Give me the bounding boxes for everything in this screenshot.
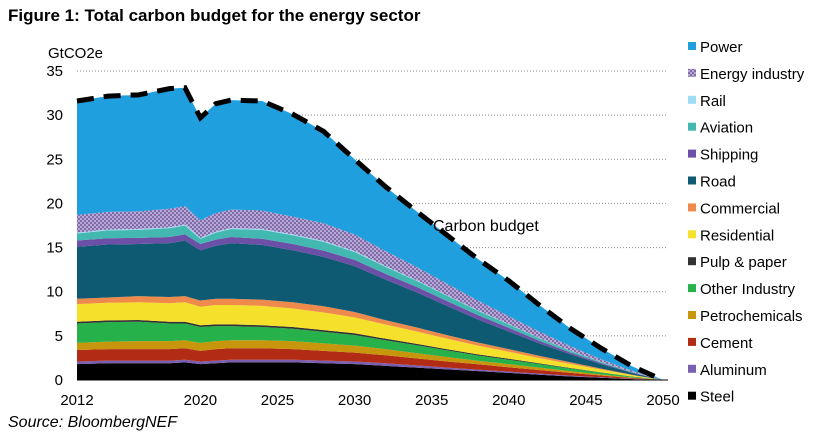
y-tick-label: 35 <box>46 63 63 80</box>
y-tick-label: 10 <box>46 284 63 301</box>
y-tick-label: 5 <box>55 328 63 345</box>
legend-swatch <box>688 176 696 185</box>
legend-item: Steel <box>688 389 734 406</box>
legend: Power Energy industry Rail Aviation Shipping… <box>688 39 805 406</box>
legend-label: Aviation <box>700 120 753 137</box>
y-tick-label: 20 <box>46 195 63 212</box>
legend-swatch <box>688 364 696 373</box>
legend-swatch <box>688 95 696 104</box>
legend-label: Steel <box>700 389 734 406</box>
legend-label: Petrochemicals <box>700 308 803 325</box>
area-petrochemicals <box>77 340 663 380</box>
area-series <box>77 87 663 380</box>
legend-swatch <box>688 230 696 239</box>
legend-item: Commercial <box>688 200 780 217</box>
source-note: Source: BloombergNEF <box>8 414 177 431</box>
legend-swatch <box>688 42 696 50</box>
legend-swatch <box>688 149 696 158</box>
legend-item: Rail <box>688 93 726 110</box>
legend-label: Other Industry <box>700 281 796 298</box>
legend-item: Power <box>688 39 743 56</box>
legend-swatch <box>688 122 696 131</box>
figure-title: Figure 1: Total carbon budget for the en… <box>8 6 421 25</box>
area-cement <box>77 348 663 380</box>
legend-item: Pulp & paper <box>688 254 787 271</box>
legend-item: Shipping <box>688 147 758 164</box>
legend-swatch <box>688 391 696 400</box>
area-other-industry <box>77 321 663 380</box>
carbon-budget-line <box>76 85 665 383</box>
legend-label: Road <box>700 174 736 191</box>
legend-label: Shipping <box>700 147 758 164</box>
area-steel <box>77 362 663 380</box>
legend-item: Cement <box>688 335 753 352</box>
x-tick-label: 2030 <box>338 392 371 409</box>
y-tick-label: 25 <box>46 151 63 168</box>
legend-label: Residential <box>700 227 774 244</box>
legend-label: Rail <box>700 93 726 110</box>
x-tick-label: 2020 <box>184 392 217 409</box>
legend-item: Aluminum <box>688 362 767 379</box>
legend-item: Other Industry <box>688 281 796 298</box>
x-tick-label: 2040 <box>492 392 525 409</box>
x-tick-label: 2050 <box>646 392 679 409</box>
legend-label: Aluminum <box>700 362 767 379</box>
area-energy-industry <box>77 206 663 380</box>
area-residential <box>77 302 663 380</box>
x-tick-label: 2045 <box>569 392 602 409</box>
legend-item: Energy industry <box>688 66 805 83</box>
legend-swatch <box>688 284 696 293</box>
legend-swatch <box>688 311 696 319</box>
x-tick-label: 2025 <box>261 392 294 409</box>
legend-swatch <box>688 337 696 346</box>
area-power <box>77 87 663 380</box>
legend-label: Commercial <box>700 200 780 217</box>
area-road <box>77 240 663 380</box>
x-tick-label: 2035 <box>415 392 448 409</box>
y-tick-label: 15 <box>46 240 63 257</box>
legend-item: Petrochemicals <box>688 308 803 325</box>
legend-label: Pulp & paper <box>700 254 787 271</box>
x-tick-label: 2012 <box>60 392 93 409</box>
y-tick-label: 0 <box>55 372 63 389</box>
y-tick-label: 30 <box>46 107 63 124</box>
legend-label: Energy industry <box>700 66 805 83</box>
legend-swatch <box>688 257 696 266</box>
legend-label: Cement <box>700 335 753 352</box>
area-aluminum <box>77 359 663 380</box>
y-axis-unit-label: GtCO2e <box>48 45 103 62</box>
carbon-budget-label: Carbon budget <box>433 218 539 235</box>
legend-item: Road <box>688 174 736 191</box>
legend-swatch <box>688 203 696 212</box>
legend-item: Residential <box>688 227 774 244</box>
legend-label: Power <box>700 39 743 56</box>
legend-item: Aviation <box>688 120 753 137</box>
legend-swatch <box>688 68 696 77</box>
